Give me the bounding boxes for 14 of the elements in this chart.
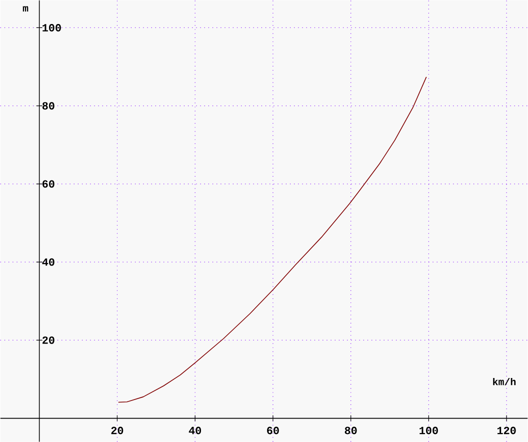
y-tick-label: 20 [42, 336, 54, 344]
x-axis-title: km/h [493, 378, 516, 386]
y-axis-title: m [22, 6, 28, 12]
y-tick-label: 100 [42, 24, 61, 32]
x-tick-label: 100 [420, 426, 438, 434]
line-series [118, 76, 427, 403]
x-tick-label: 40 [188, 426, 202, 434]
x-tick-label: 80 [344, 426, 357, 434]
y-tick-label: 40 [42, 258, 54, 266]
y-tick-label: 80 [42, 102, 54, 110]
x-tick-label: 120 [497, 426, 516, 434]
x-tick-label: 60 [267, 426, 279, 434]
y-tick-label: 60 [42, 180, 54, 188]
x-tick-label: 20 [111, 426, 124, 434]
